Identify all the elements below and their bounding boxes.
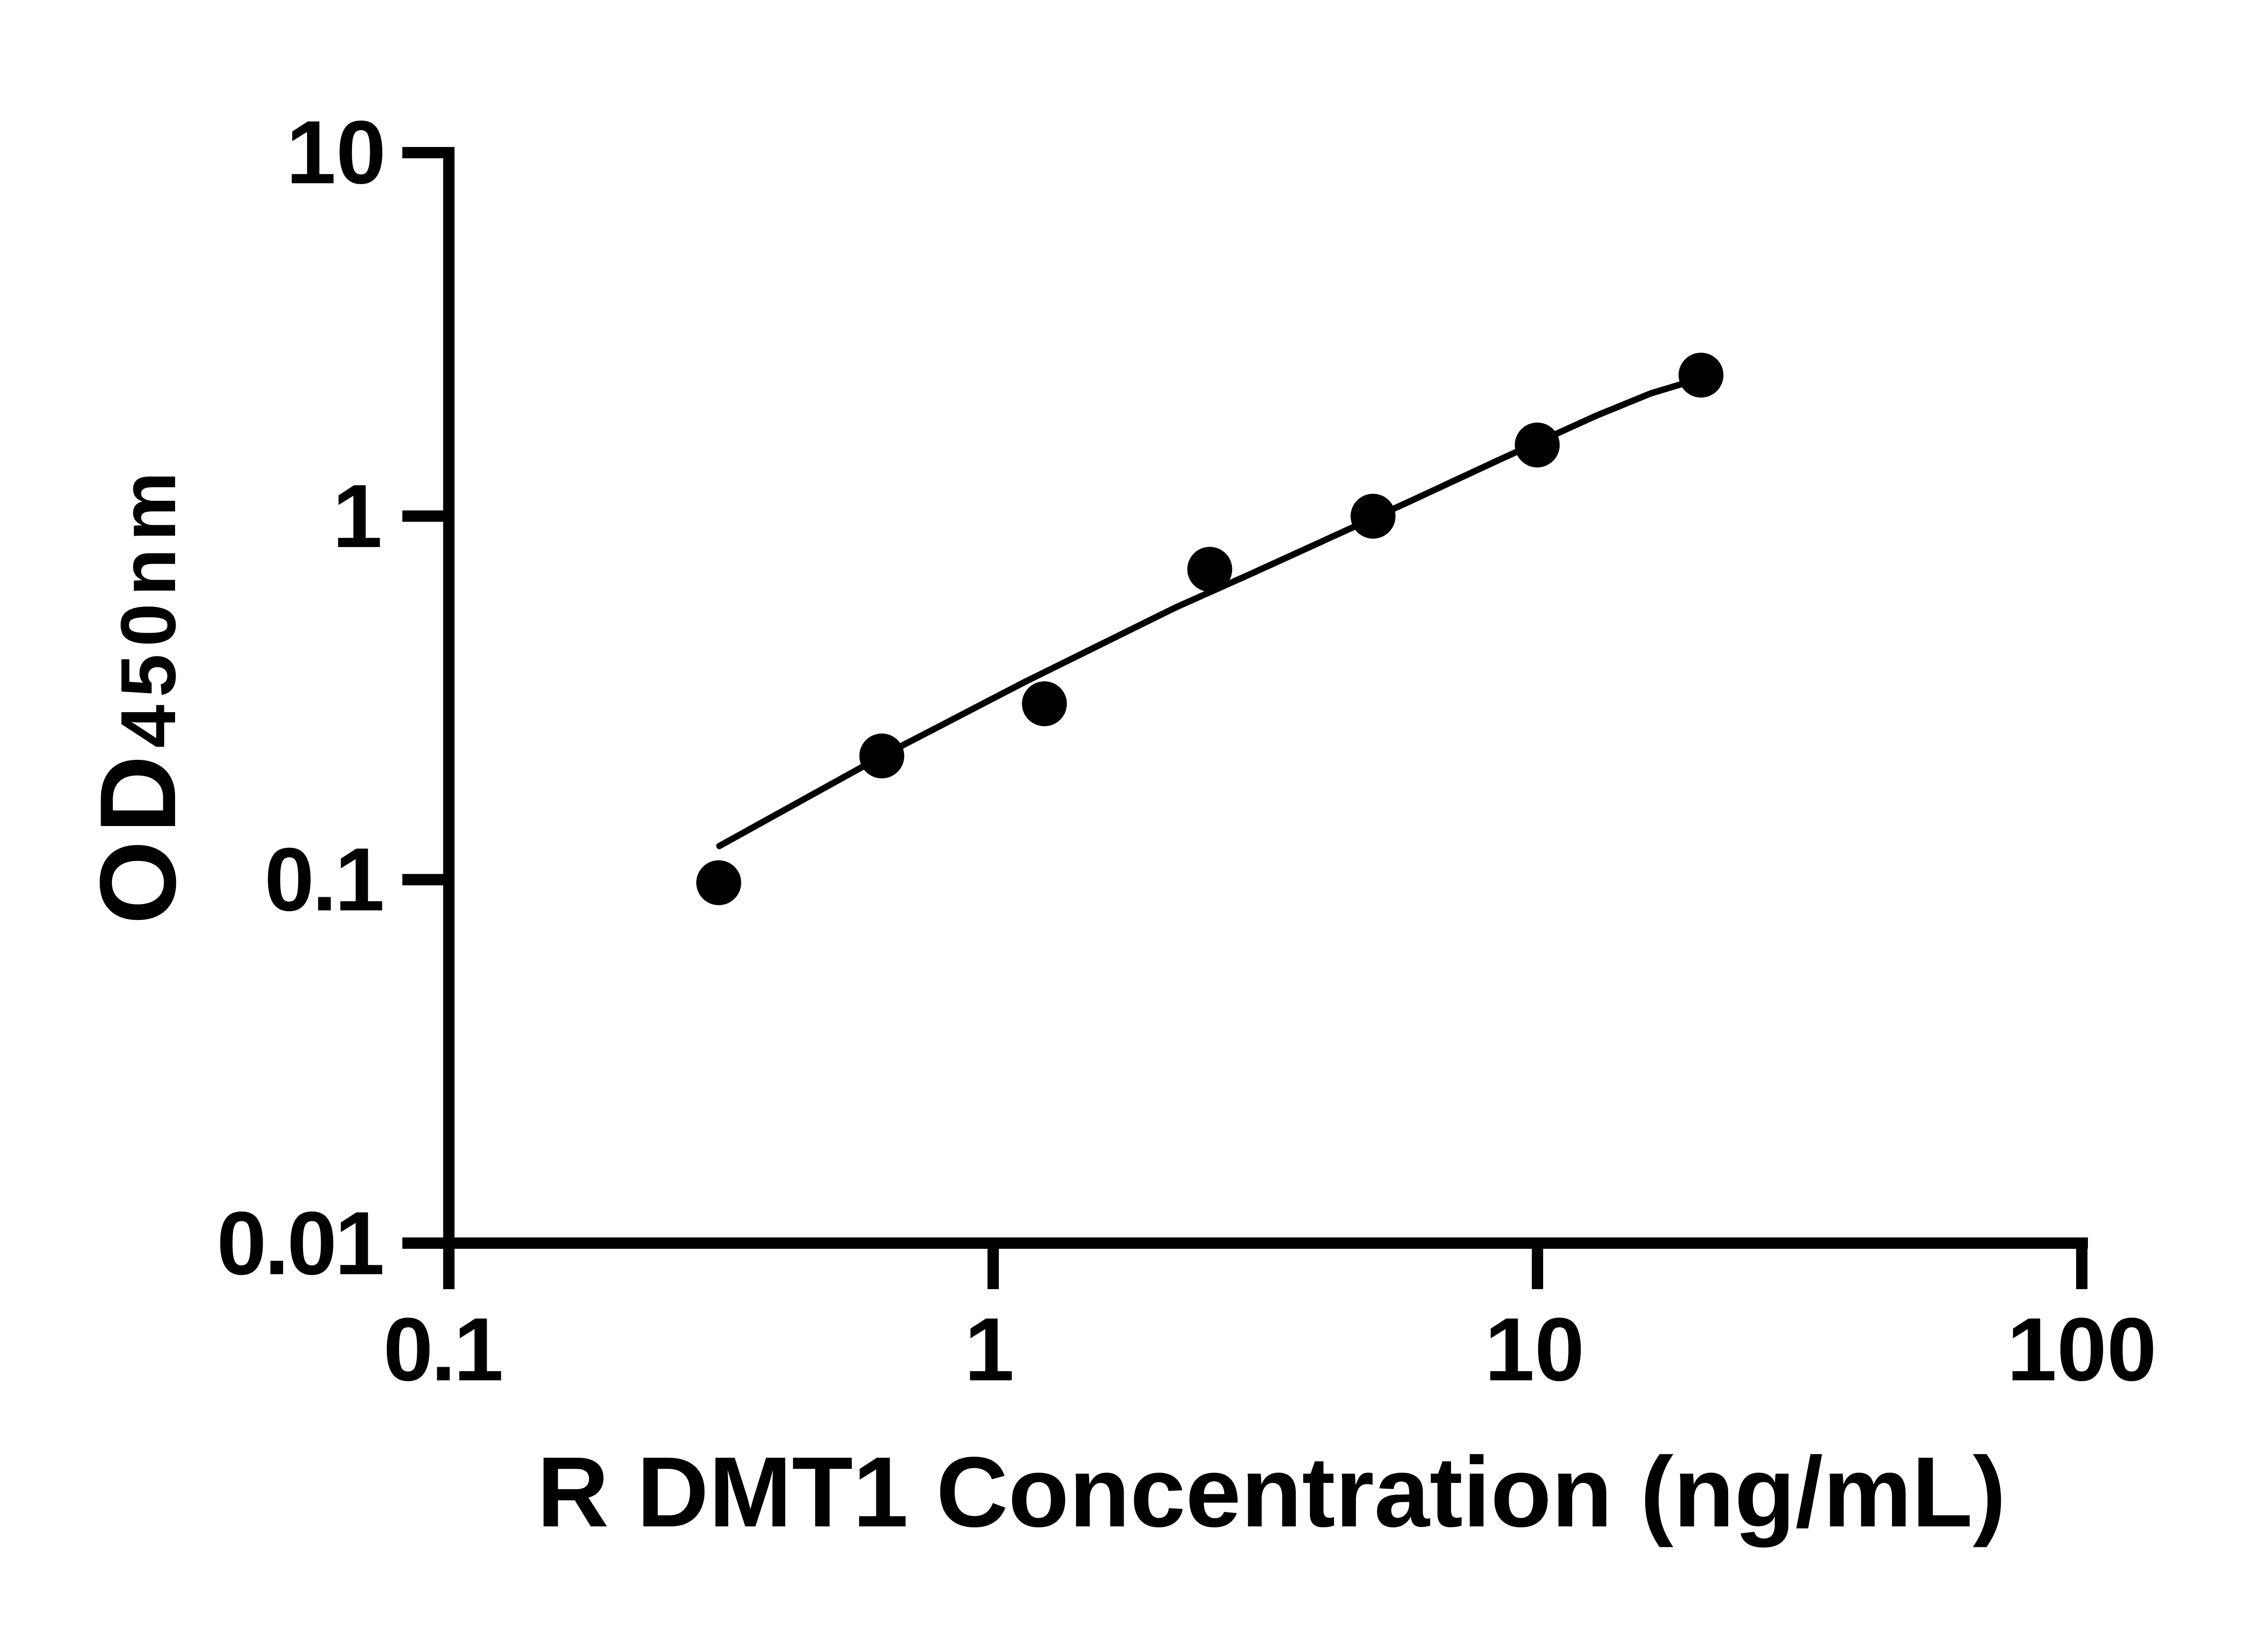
svg-text:0.1: 0.1 <box>264 829 382 929</box>
svg-text:100: 100 <box>2007 1299 2156 1399</box>
svg-text:R DMT1 Concentration (ng/mL): R DMT1 Concentration (ng/mL) <box>537 1436 2006 1548</box>
svg-text:10: 10 <box>1485 1299 1584 1399</box>
svg-text:10: 10 <box>286 102 386 202</box>
svg-text:0.1: 0.1 <box>383 1299 501 1399</box>
svg-text:1: 1 <box>332 466 382 566</box>
svg-text:0.01: 0.01 <box>217 1193 382 1293</box>
svg-text:1: 1 <box>964 1299 1014 1399</box>
